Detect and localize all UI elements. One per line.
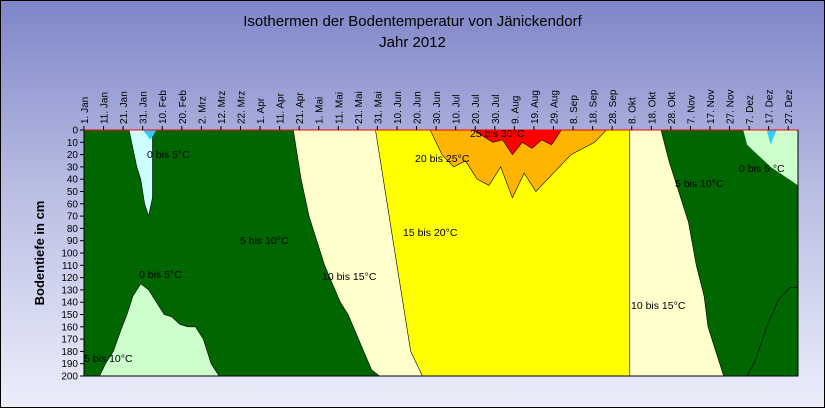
y-tick-label: 170 <box>61 335 78 346</box>
x-tick-label: 11. Mai <box>334 92 345 124</box>
x-tick-label: 11. Jan <box>100 92 111 124</box>
y-tick-label: 150 <box>61 310 78 321</box>
x-tick-label: 21. Mai <box>354 91 365 124</box>
y-tick-label: 20 <box>67 150 79 161</box>
x-tick-label: 30. Jul <box>491 95 502 124</box>
x-tick-label: 20. Feb <box>178 90 189 124</box>
x-tick-label: 28. Okt <box>667 92 678 124</box>
x-tick-label: 1. Apr <box>256 97 267 124</box>
x-tick-label: 8. Okt <box>628 97 639 124</box>
x-tick-label: 20. Jul <box>471 95 482 124</box>
zone-labels: 0 bis 5°C 0 bis 5°C 5 bis 10°C 5 bis 10°C 10… <box>84 128 785 365</box>
x-tick-label: 19. Aug <box>530 90 541 124</box>
x-tick-label: 20. Jun <box>413 91 424 124</box>
x-tick-label: 17. Dez <box>765 90 776 124</box>
x-tick-label: 21. Jan <box>119 91 130 124</box>
x-tick-label: 2. Mrz <box>197 96 208 124</box>
isotherm-frost-pocket <box>142 130 157 140</box>
y-axis-label: Bodentiefe in cm <box>32 201 47 306</box>
zone-label: 5 bis 10°C <box>675 178 724 190</box>
zone-label: 20 bis 25°C <box>415 153 470 165</box>
y-tick-label: 40 <box>67 175 79 186</box>
y-tick-label: 70 <box>67 212 79 223</box>
x-tick-label: 10. Jul <box>452 95 463 124</box>
y-tick-label: 80 <box>67 224 79 235</box>
zone-label: 10 bis 15°C <box>631 300 686 312</box>
y-tick-label: 190 <box>61 359 78 370</box>
zone-label: 5 bis 10°C <box>240 235 289 247</box>
isotherm-frost-pocket-dec <box>766 130 777 145</box>
y-tick-label: 50 <box>67 187 79 198</box>
x-tick-label: 27. Nov <box>726 90 737 124</box>
zone-label: 0 bis 5°C <box>139 269 182 281</box>
x-tick-label: 29. Aug <box>549 90 560 124</box>
subtitle-line: Jahr 2012 <box>379 34 446 51</box>
y-tick-label: 180 <box>61 347 78 358</box>
x-tick-label: 1. Mai <box>315 97 326 124</box>
x-tick-label: 31. Jan <box>139 91 150 124</box>
y-tick-label: 60 <box>67 199 79 210</box>
x-tick-label: 31. Mai <box>373 91 384 124</box>
y-tick-label: 90 <box>67 236 79 247</box>
x-tick-label: 9. Aug <box>510 96 521 124</box>
isotherm-series-3 <box>429 129 607 199</box>
x-tick-label: 10. Feb <box>158 90 169 124</box>
x-tick-label: 7. Nov <box>686 95 697 124</box>
x-tick-label: 1. Jan <box>80 97 91 124</box>
isotherm-series-4 <box>472 129 562 156</box>
x-tick-label: 12. Mrz <box>217 91 228 124</box>
plot-area <box>83 129 799 377</box>
x-tick-label: 11. Apr <box>276 92 287 124</box>
x-tick-label: 17. Nov <box>706 90 717 124</box>
y-tick-label: 10 <box>67 138 79 149</box>
y-tick-label: 120 <box>61 273 78 284</box>
x-axis: 1. Jan 11. Jan 21. Jan 31. Jan 10. Feb 20. Fe… <box>80 89 795 130</box>
isotherm-december-0-5 <box>743 130 798 186</box>
zone-label: 15 bis 20°C <box>403 227 458 239</box>
x-tick-label: 10. Jun <box>393 91 404 124</box>
x-tick-label: 30. Jun <box>432 91 443 124</box>
zone-label: 10 bis 15°C <box>322 271 377 283</box>
isotherm-winter-0-5-light <box>128 129 153 218</box>
x-tick-label: 28. Sep <box>608 89 619 124</box>
y-tick-label: 110 <box>62 261 78 272</box>
zone-label: 0 bis 5°C <box>147 149 190 161</box>
y-tick-label: 130 <box>61 285 78 296</box>
y-tick-label: 160 <box>61 322 78 333</box>
y-tick-label: 0 <box>72 126 78 137</box>
x-tick-label: 7. Dez <box>745 95 756 124</box>
zone-label: 5 bis 10°C <box>84 353 133 365</box>
y-tick-label: 200 <box>61 372 78 383</box>
y-tick-label: 30 <box>67 162 79 173</box>
zone-label: 0 bis 5 °C <box>739 163 785 175</box>
y-tick-label: 140 <box>61 298 78 309</box>
zone-label: 25 bis 30°C <box>470 128 525 140</box>
x-tick-label: 18. Okt <box>647 92 658 124</box>
x-tick-label: 8. Sep <box>569 95 580 124</box>
title-line: Isothermen der Bodentemperatur von Jänic… <box>243 13 582 30</box>
chart-title: Isothermen der Bodentemperatur von Jänic… <box>0 11 825 53</box>
x-tick-label: 22. Mrz <box>236 91 247 124</box>
x-tick-label: 18. Sep <box>589 89 600 124</box>
x-tick-label: 27. Dez <box>784 90 795 124</box>
y-tick-label: 100 <box>61 249 78 260</box>
x-tick-label: 21. Apr <box>295 92 306 124</box>
